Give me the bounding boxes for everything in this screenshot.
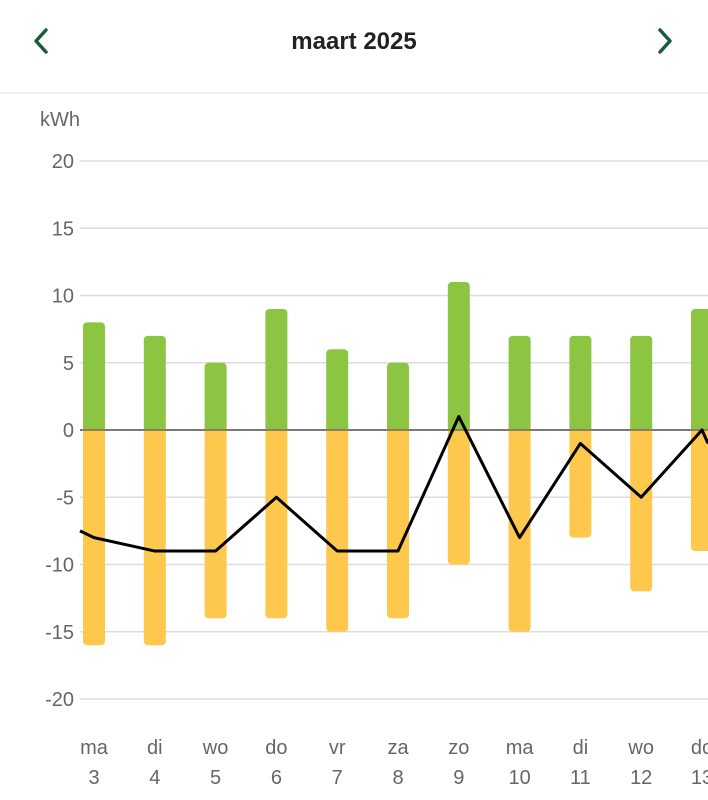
y-tick-label: 15 [52, 218, 74, 240]
bar-negative [691, 430, 708, 552]
x-tick-day: ma [80, 737, 109, 759]
bar-negative-join [387, 429, 409, 433]
x-tick-day: di [573, 737, 589, 759]
bar-positive [387, 362, 409, 434]
bar-negative-join [204, 429, 227, 433]
x-tick-date: 7 [332, 767, 343, 789]
bar-negative [265, 430, 288, 619]
energy-chart: kWh 20 15 10 5 0 -5 -10 -15 -20 ma 3 di 4 wo 5 do 6 vr 7 za 8… [40, 109, 708, 789]
bar-negative [447, 430, 470, 565]
x-tick-date: 5 [210, 767, 221, 789]
bar-negative [630, 430, 653, 592]
bar-negative-join [143, 429, 166, 433]
next-month-button[interactable] [646, 22, 686, 62]
bar-positive [83, 322, 105, 434]
x-tick-day: wo [202, 737, 229, 759]
bar-positive [447, 282, 470, 434]
bar-negative-join [508, 429, 531, 433]
bar-negative [143, 430, 166, 646]
chevron-right-icon [658, 28, 672, 54]
x-tick-date: 8 [392, 767, 403, 789]
y-tick-label: -20 [45, 689, 74, 711]
header: maart 2025 [0, 0, 708, 94]
bar-negative-join [83, 429, 105, 433]
y-tick-label: -5 [56, 487, 74, 509]
x-tick-day: za [387, 737, 409, 759]
bar-negative-join [447, 429, 470, 433]
y-tick-label: 20 [52, 151, 74, 173]
bar-negative [326, 430, 349, 632]
y-tick-label: -10 [45, 555, 74, 577]
bar-negative [204, 430, 227, 619]
bar-negative-join [326, 429, 349, 433]
bar-negative-join [569, 429, 592, 433]
bar-negative-join [265, 429, 288, 433]
y-tick-label: -15 [45, 622, 74, 644]
page-title: maart 2025 [291, 28, 417, 55]
x-tick-day: do [691, 737, 708, 759]
bar-negative [569, 430, 592, 538]
x-tick-date: 13 [691, 767, 708, 789]
x-tick-day: wo [627, 737, 654, 759]
x-tick-date: 6 [271, 767, 282, 789]
bar-positive [630, 335, 653, 434]
y-tick-label: 5 [63, 353, 74, 375]
previous-month-button[interactable] [22, 22, 62, 62]
x-tick-date: 12 [630, 767, 652, 789]
x-tick-day: ma [506, 737, 535, 759]
bar-negative-join [630, 429, 653, 433]
bar-negative [508, 430, 531, 632]
x-tick-day: vr [329, 737, 346, 759]
bar-positive [569, 335, 592, 434]
bar-positive [326, 349, 349, 434]
bar-positive [691, 308, 708, 434]
x-tick-date: 3 [88, 767, 99, 789]
x-tick-day: di [147, 737, 163, 759]
x-tick-date: 9 [453, 767, 464, 789]
bar-positive [265, 308, 288, 434]
y-tick-label: 10 [52, 286, 74, 308]
y-tick-label: 0 [63, 420, 74, 442]
bar-negative [387, 430, 409, 619]
chevron-left-icon [34, 28, 48, 54]
bar-positive [143, 335, 166, 434]
x-tick-date: 10 [508, 767, 530, 789]
bar-positive [508, 335, 531, 434]
bar-positive [204, 362, 227, 434]
x-tick-date: 11 [570, 767, 591, 789]
x-tick-day: zo [448, 737, 469, 759]
x-tick-date: 4 [149, 767, 160, 789]
x-tick-day: do [265, 737, 287, 759]
y-axis-label: kWh [40, 109, 80, 131]
